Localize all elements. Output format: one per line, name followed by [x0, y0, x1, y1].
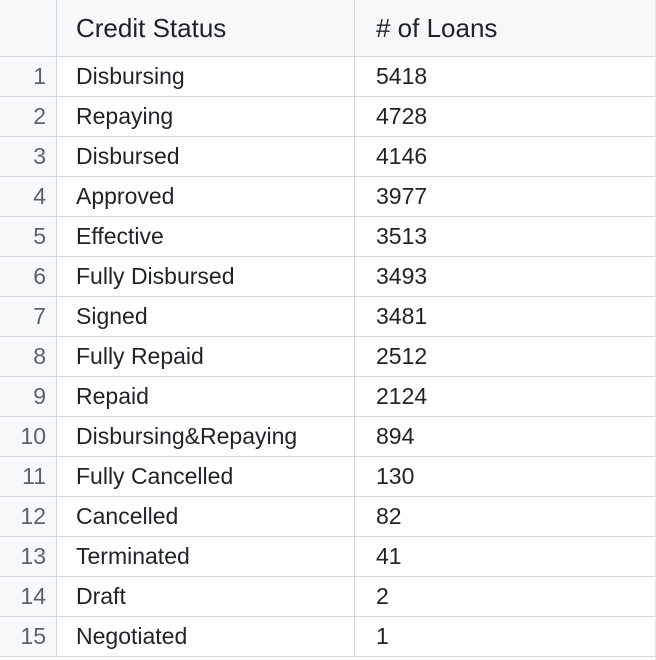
- table-row: 10 Disbursing&Repaying 894: [0, 417, 656, 457]
- table-header-row: Credit Status # of Loans: [0, 0, 656, 57]
- credit-status-cell: Signed: [57, 297, 355, 336]
- table-row: 3 Disbursed 4146: [0, 137, 656, 177]
- table-row: 7 Signed 3481: [0, 297, 656, 337]
- row-index: 12: [0, 497, 57, 536]
- credit-status-cell: Fully Repaid: [57, 337, 355, 376]
- row-index: 8: [0, 337, 57, 376]
- column-header-num-loans[interactable]: # of Loans: [376, 12, 498, 43]
- table-row: 2 Repaying 4728: [0, 97, 656, 137]
- loan-count-cell: 2: [376, 583, 389, 609]
- credit-status-cell: Cancelled: [57, 497, 355, 536]
- credit-status-cell: Fully Disbursed: [57, 257, 355, 296]
- credit-status-cell: Effective: [57, 217, 355, 256]
- row-index: 6: [0, 257, 57, 296]
- table-row: 9 Repaid 2124: [0, 377, 656, 417]
- credit-status-cell: Terminated: [57, 537, 355, 576]
- loan-count-cell: 894: [376, 423, 415, 449]
- loan-count-cell: 2512: [376, 343, 428, 369]
- loan-count-cell: 3977: [376, 183, 428, 209]
- loan-count-cell: 3493: [376, 263, 428, 289]
- credit-status-cell: Negotiated: [57, 617, 355, 656]
- table-row: 8 Fully Repaid 2512: [0, 337, 656, 377]
- table-row: 12 Cancelled 82: [0, 497, 656, 537]
- table-row: 4 Approved 3977: [0, 177, 656, 217]
- credit-status-cell: Disbursed: [57, 137, 355, 176]
- table-row: 15 Negotiated 1: [0, 617, 656, 657]
- credit-status-cell: Approved: [57, 177, 355, 216]
- loan-count-cell: 4146: [376, 143, 428, 169]
- table-row: 5 Effective 3513: [0, 217, 656, 257]
- table-row: 14 Draft 2: [0, 577, 656, 617]
- row-index: 5: [0, 217, 57, 256]
- row-index: 11: [0, 457, 57, 496]
- index-header-cell: [0, 0, 57, 56]
- row-index: 4: [0, 177, 57, 216]
- loan-count-cell: 4728: [376, 103, 428, 129]
- table-row: 11 Fully Cancelled 130: [0, 457, 656, 497]
- table-row: 13 Terminated 41: [0, 537, 656, 577]
- row-index: 3: [0, 137, 57, 176]
- loan-count-cell: 130: [376, 463, 415, 489]
- loan-count-cell: 41: [376, 543, 402, 569]
- credit-status-cell: Draft: [57, 577, 355, 616]
- row-index: 15: [0, 617, 57, 656]
- loan-count-cell: 82: [376, 503, 402, 529]
- credit-status-cell: Repaid: [57, 377, 355, 416]
- row-index: 9: [0, 377, 57, 416]
- column-header-credit-status[interactable]: Credit Status: [57, 0, 355, 56]
- row-index: 7: [0, 297, 57, 336]
- row-index: 2: [0, 97, 57, 136]
- row-index: 14: [0, 577, 57, 616]
- credit-status-cell: Fully Cancelled: [57, 457, 355, 496]
- credit-status-cell: Repaying: [57, 97, 355, 136]
- loan-count-cell: 3513: [376, 223, 428, 249]
- row-index: 13: [0, 537, 57, 576]
- loan-count-cell: 1: [376, 623, 389, 649]
- credit-status-cell: Disbursing: [57, 57, 355, 96]
- credit-status-cell: Disbursing&Repaying: [57, 417, 355, 456]
- table-row: 6 Fully Disbursed 3493: [0, 257, 656, 297]
- row-index: 10: [0, 417, 57, 456]
- loan-count-cell: 2124: [376, 383, 428, 409]
- row-index: 1: [0, 57, 57, 96]
- loan-count-cell: 3481: [376, 303, 428, 329]
- loan-count-cell: 5418: [376, 63, 428, 89]
- table-row: 1 Disbursing 5418: [0, 57, 656, 97]
